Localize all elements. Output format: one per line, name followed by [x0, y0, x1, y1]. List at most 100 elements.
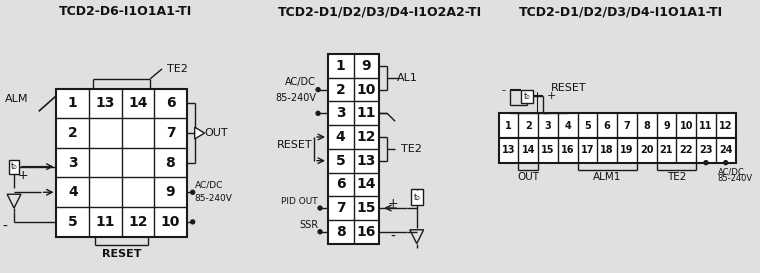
Text: -: -: [502, 85, 505, 95]
Bar: [328, 54, 379, 244]
Text: 12: 12: [719, 121, 733, 131]
Text: 4: 4: [336, 130, 346, 144]
Text: 15: 15: [541, 145, 555, 155]
Text: -: -: [2, 220, 7, 234]
Text: AC/DC: AC/DC: [717, 168, 745, 177]
Text: 8: 8: [166, 156, 176, 170]
Text: 1: 1: [505, 121, 512, 131]
Text: t₀: t₀: [11, 162, 17, 171]
Text: 2: 2: [525, 121, 532, 131]
Text: SSR: SSR: [299, 220, 318, 230]
Text: 3: 3: [336, 106, 346, 120]
Text: TCD2-D1/D2/D3/D4-I1O2A2-TI: TCD2-D1/D2/D3/D4-I1O2A2-TI: [278, 5, 483, 18]
Text: 11: 11: [699, 121, 713, 131]
Circle shape: [316, 88, 320, 91]
Text: 23: 23: [699, 145, 713, 155]
Text: 7: 7: [624, 121, 630, 131]
Text: TE2: TE2: [667, 173, 686, 182]
Text: 15: 15: [356, 201, 376, 215]
Circle shape: [191, 220, 195, 224]
Text: 3: 3: [545, 121, 552, 131]
Text: 14: 14: [128, 96, 147, 111]
Text: 1: 1: [336, 59, 346, 73]
Text: 13: 13: [96, 96, 115, 111]
Text: TCD2-D6-I1O1A1-TI: TCD2-D6-I1O1A1-TI: [59, 5, 192, 18]
Text: 9: 9: [362, 59, 371, 73]
Text: ALM1: ALM1: [593, 173, 622, 182]
Circle shape: [704, 161, 708, 165]
Text: -: -: [391, 230, 395, 244]
Text: 11: 11: [356, 106, 376, 120]
Text: 16: 16: [356, 225, 376, 239]
Text: 13: 13: [356, 154, 376, 168]
Text: 13: 13: [502, 145, 515, 155]
Bar: [499, 138, 736, 163]
Text: 20: 20: [640, 145, 654, 155]
Text: 1: 1: [68, 96, 78, 111]
Text: 10: 10: [356, 83, 376, 97]
Text: 2: 2: [68, 126, 78, 140]
Text: 11: 11: [96, 215, 115, 229]
Text: AC/DC: AC/DC: [285, 77, 316, 87]
Text: TE2: TE2: [401, 144, 422, 154]
Text: 3: 3: [68, 156, 78, 170]
Text: 7: 7: [166, 126, 176, 140]
Text: 9: 9: [663, 121, 670, 131]
Circle shape: [724, 161, 727, 165]
Bar: [56, 89, 187, 237]
Text: AC/DC: AC/DC: [195, 180, 223, 189]
Text: 85-240V: 85-240V: [717, 174, 753, 183]
Text: 2: 2: [336, 83, 346, 97]
Text: OUT: OUT: [518, 173, 540, 182]
Text: 4: 4: [565, 121, 571, 131]
Text: 17: 17: [581, 145, 594, 155]
Text: 8: 8: [643, 121, 650, 131]
Text: 19: 19: [620, 145, 634, 155]
Text: 85-240V: 85-240V: [275, 93, 316, 103]
Text: OUT: OUT: [204, 128, 228, 138]
Text: 22: 22: [679, 145, 693, 155]
Circle shape: [318, 206, 322, 210]
Text: RESET: RESET: [277, 140, 312, 150]
Bar: [9, 160, 19, 174]
Bar: [411, 189, 423, 205]
Bar: [521, 90, 534, 103]
Text: RESET: RESET: [102, 250, 141, 259]
Text: 6: 6: [166, 96, 176, 111]
Text: 5: 5: [68, 215, 78, 229]
Text: AL1: AL1: [397, 73, 417, 83]
Text: 14: 14: [521, 145, 535, 155]
Text: ALM: ALM: [5, 94, 29, 105]
Text: +: +: [388, 197, 398, 210]
Text: +: +: [17, 169, 28, 182]
Text: 10: 10: [679, 121, 693, 131]
Text: RESET: RESET: [551, 83, 587, 93]
Text: 8: 8: [336, 225, 346, 239]
Text: TE2: TE2: [167, 64, 188, 74]
Circle shape: [318, 230, 322, 234]
Circle shape: [316, 111, 320, 115]
Text: 18: 18: [600, 145, 614, 155]
Text: 12: 12: [128, 215, 147, 229]
Text: t₀: t₀: [524, 92, 530, 101]
Text: 16: 16: [561, 145, 575, 155]
Bar: [499, 113, 736, 138]
Text: 24: 24: [719, 145, 733, 155]
Text: 6: 6: [336, 177, 346, 191]
Text: 5: 5: [584, 121, 591, 131]
Text: TCD2-D1/D2/D3/D4-I1O1A1-TI: TCD2-D1/D2/D3/D4-I1O1A1-TI: [519, 5, 723, 18]
Text: 6: 6: [604, 121, 610, 131]
Text: 85-240V: 85-240V: [195, 194, 233, 203]
Text: 10: 10: [161, 215, 180, 229]
Circle shape: [191, 190, 195, 194]
Text: 14: 14: [356, 177, 376, 191]
Text: 7: 7: [336, 201, 346, 215]
Text: 21: 21: [660, 145, 673, 155]
Text: +: +: [547, 91, 556, 100]
Text: 12: 12: [356, 130, 376, 144]
Text: 9: 9: [166, 185, 176, 199]
Text: PID OUT: PID OUT: [281, 197, 318, 206]
Text: 4: 4: [68, 185, 78, 199]
Text: 5: 5: [336, 154, 346, 168]
Polygon shape: [195, 127, 204, 139]
